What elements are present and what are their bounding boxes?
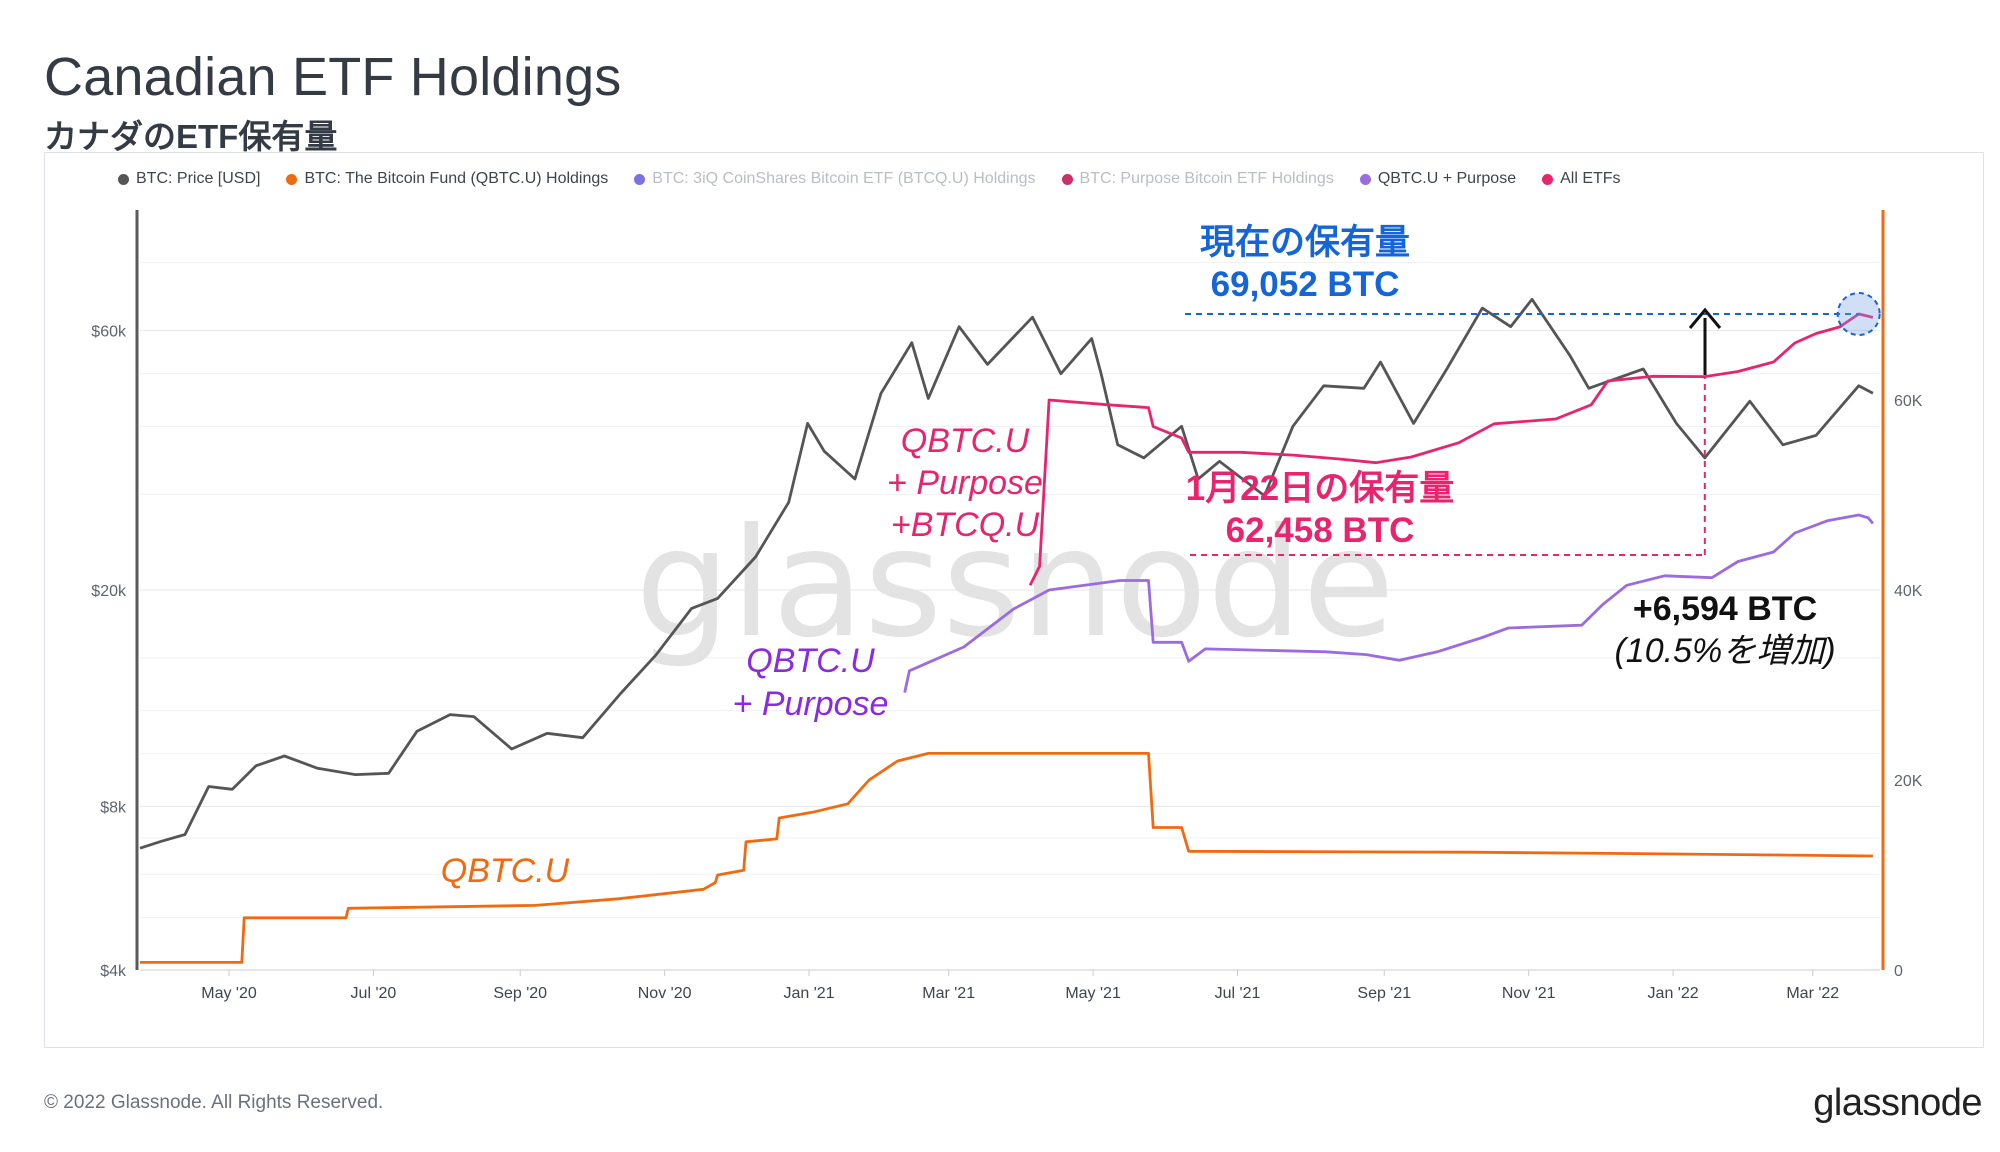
annotation-qp-line1: QBTC.U xyxy=(746,642,875,680)
annotation-all-line3: +BTCQ.U xyxy=(890,506,1040,544)
annotation-qbtc-label: QBTC.U xyxy=(440,852,570,890)
annotation-all-etfs: QBTC.U + Purpose +BTCQ.U xyxy=(865,420,1065,546)
legend-item-purpose[interactable]: BTC: Purpose Bitcoin ETF Holdings xyxy=(1061,170,1334,188)
y-right-tick-label: 60K xyxy=(1894,393,1923,410)
y-left-tick-label: $20k xyxy=(91,583,127,600)
annotation-overlay xyxy=(1185,292,1881,556)
annotation-current-value: 69,052 BTC xyxy=(1210,265,1400,304)
series-lines xyxy=(139,297,1874,964)
x-tick-label: Jan '22 xyxy=(1648,985,1699,1002)
annotation-all-line2: + Purpose xyxy=(887,464,1043,502)
x-tick-label: Jul '20 xyxy=(351,985,397,1002)
legend-dot-qbtc xyxy=(286,173,298,185)
legend-dot-price xyxy=(118,173,129,185)
x-tick-label: May '21 xyxy=(1065,985,1121,1002)
footer-copyright: © 2022 Glassnode. All Rights Reserved. xyxy=(44,1092,384,1113)
series-line-price xyxy=(139,297,1874,850)
annotation-all-line1: QBTC.U xyxy=(900,422,1030,460)
y-left-tick-label: $60k xyxy=(91,324,127,341)
footer-brand-logo[interactable]: glassnode xyxy=(1813,1082,1982,1124)
legend-label-btcq: BTC: 3iQ CoinShares Bitcoin ETF (BTCQ.U)… xyxy=(652,170,1036,187)
legend-label-purpose: BTC: Purpose Bitcoin ETF Holdings xyxy=(1079,170,1334,187)
x-tick-label: Nov '21 xyxy=(1502,985,1556,1002)
annotation-jan22-label: 1月22日の保有量 xyxy=(1185,469,1455,508)
annotation-increase: +6,594 BTC (10.5%を増加) xyxy=(1600,588,1850,672)
annotation-current-holdings: 現在の保有量 69,052 BTC xyxy=(1185,222,1425,306)
x-tick-label: Sep '20 xyxy=(493,985,547,1002)
legend-dot-all-etfs xyxy=(1542,173,1554,185)
x-tick-label: Mar '21 xyxy=(922,985,975,1002)
annotation-jan22-holdings: 1月22日の保有量 62,458 BTC xyxy=(1170,468,1470,552)
legend-item-qbtc-purpose[interactable]: QBTC.U + Purpose xyxy=(1359,170,1517,188)
annotation-jan22-value: 62,458 BTC xyxy=(1225,511,1415,550)
series-line-qbtc-purpose xyxy=(903,513,1874,693)
legend-dot-btcq xyxy=(634,173,646,185)
x-tick-label: Sep '21 xyxy=(1357,985,1411,1002)
watermark: glassnode xyxy=(635,497,1394,671)
increase-arrow-head xyxy=(1688,307,1722,329)
annotation-current-label: 現在の保有量 xyxy=(1199,223,1410,262)
x-tick-label: May '20 xyxy=(201,985,257,1002)
legend-item-btcq[interactable]: BTC: 3iQ CoinShares Bitcoin ETF (BTCQ.U)… xyxy=(634,170,1036,188)
series-line-qbtc xyxy=(140,752,1873,964)
legend-dot-qbtc-purpose xyxy=(1359,173,1371,185)
page-title: Canadian ETF Holdings xyxy=(44,47,622,107)
annotation-qbtc: QBTC.U xyxy=(430,850,580,892)
y-left-tick-label: $8k xyxy=(100,799,127,816)
legend-label-qbtc-purpose: QBTC.U + Purpose xyxy=(1377,170,1517,187)
annotation-increase-value: +6,594 BTC xyxy=(1632,590,1818,628)
axes: $4k $8k $20k $60k 0 20K 40K 60K May '20 Jul '20 Se… xyxy=(91,210,1923,1002)
x-tick-label: Nov '20 xyxy=(638,985,692,1002)
legend-label-price: BTC: Price [USD] xyxy=(136,170,261,187)
y-right-tick-label: 0 xyxy=(1894,963,1903,980)
chart-legend: BTC: Price [USD] BTC: The Bitcoin Fund (… xyxy=(118,170,1621,188)
x-tick-label: Mar '22 xyxy=(1786,985,1839,1002)
x-tick-label: Jan '21 xyxy=(783,985,834,1002)
y-right-tick-label: 20K xyxy=(1894,773,1923,790)
legend-item-price[interactable]: BTC: Price [USD] xyxy=(118,170,260,188)
chart-frame xyxy=(44,152,1984,1048)
series-line-all-etfs xyxy=(1028,312,1874,586)
legend-item-all-etfs[interactable]: All ETFs xyxy=(1542,170,1621,188)
legend-dot-purpose xyxy=(1061,173,1073,185)
annotation-qbtc-purpose: QBTC.U + Purpose xyxy=(718,640,903,726)
y-left-tick-label: $4k xyxy=(100,963,127,980)
y-right-tick-label: 40K xyxy=(1894,583,1923,600)
annotation-qp-line2: + Purpose xyxy=(732,685,889,723)
legend-label-all-etfs: All ETFs xyxy=(1560,170,1621,187)
legend-label-qbtc: BTC: The Bitcoin Fund (QBTC.U) Holdings xyxy=(304,170,609,187)
page-subtitle: カナダのETF保有量 xyxy=(44,118,338,155)
legend-item-qbtc[interactable]: BTC: The Bitcoin Fund (QBTC.U) Holdings xyxy=(286,170,608,188)
annotation-increase-note: (10.5%を増加) xyxy=(1614,632,1836,670)
x-tick-label: Jul '21 xyxy=(1215,985,1261,1002)
current-holdings-marker xyxy=(1836,292,1881,337)
